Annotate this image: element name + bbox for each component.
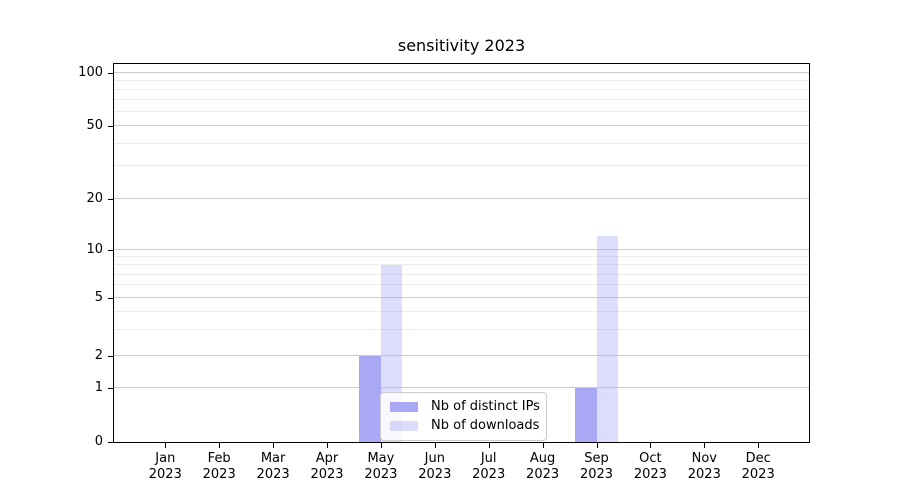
y-gridline-minor-80 (114, 88, 809, 90)
x-tick-label-oct: Oct 2023 (622, 451, 678, 483)
x-tick-label-sep: Sep 2023 (569, 451, 625, 483)
x-tick-month: Nov (691, 451, 717, 466)
y-tick-label-10: 10 (86, 241, 103, 257)
x-tick-month: Aug (529, 451, 556, 466)
x-tick-label-feb: Feb 2023 (191, 451, 247, 483)
x-tick-year: 2023 (633, 467, 667, 482)
x-tick-month: Mar (260, 451, 286, 466)
y-gridline-minor-6 (114, 284, 809, 286)
x-tick-mark-dec (758, 443, 760, 448)
x-tick-month: Jan (155, 451, 176, 466)
y-gridline-major-20 (114, 197, 809, 199)
y-gridline-major-5 (114, 296, 809, 298)
x-tick-year: 2023 (526, 467, 560, 482)
legend-label-distinct-ips: Nb of distinct IPs (431, 399, 540, 414)
y-tick-label-5: 5 (94, 289, 103, 305)
x-tick-label-aug: Aug 2023 (515, 451, 571, 483)
legend-label-downloads: Nb of downloads (431, 418, 540, 433)
x-tick-mark-aug (542, 443, 544, 448)
y-tick-mark-10 (108, 249, 113, 251)
x-tick-year: 2023 (741, 467, 775, 482)
bar-downloads-sep (596, 236, 618, 442)
legend-item-downloads: Nb of downloads (390, 418, 540, 433)
y-gridline-major-2 (114, 354, 809, 356)
y-gridline-minor-3 (114, 329, 809, 331)
plot-area: Nb of distinct IPs Nb of downloads (113, 63, 810, 443)
y-tick-mark-0 (108, 442, 113, 443)
x-tick-mark-sep (596, 443, 598, 448)
y-tick-mark-50 (108, 125, 113, 127)
x-tick-month: Jun (424, 451, 445, 466)
x-tick-month: May (367, 451, 395, 466)
x-tick-label-jun: Jun 2023 (407, 451, 463, 483)
x-tick-year: 2023 (364, 467, 398, 482)
y-tick-label-2: 2 (94, 347, 103, 363)
x-tick-mark-feb (219, 443, 221, 448)
y-gridline-major-100 (114, 71, 809, 73)
x-tick-month: Oct (639, 451, 662, 466)
x-tick-mark-apr (327, 443, 328, 448)
x-tick-label-nov: Nov 2023 (676, 451, 732, 483)
x-tick-mark-jan (165, 443, 167, 448)
y-gridline-minor-70 (114, 99, 809, 101)
x-tick-month: Feb (207, 451, 231, 466)
y-tick-mark-1 (108, 388, 113, 390)
x-tick-mark-jul (488, 443, 490, 448)
x-tick-year: 2023 (472, 467, 506, 482)
legend-swatch-distinct-ips (390, 402, 418, 412)
y-gridline-major-1 (114, 387, 809, 389)
x-tick-year: 2023 (418, 467, 452, 482)
x-tick-label-mar: Mar 2023 (245, 451, 301, 483)
x-tick-month: Jul (480, 451, 497, 466)
y-tick-mark-20 (108, 198, 113, 200)
bar-distinct-ips-may (359, 355, 381, 442)
y-tick-label-1: 1 (94, 380, 103, 396)
y-gridline-minor-40 (114, 142, 809, 144)
x-tick-label-dec: Dec 2023 (730, 451, 786, 483)
y-tick-label-50: 50 (86, 117, 103, 133)
y-tick-mark-100 (108, 72, 113, 74)
x-tick-label-jul: Jul 2023 (461, 451, 517, 483)
legend-item-distinct-ips: Nb of distinct IPs (390, 400, 540, 414)
x-tick-mark-oct (650, 443, 652, 448)
x-tick-year: 2023 (310, 467, 344, 482)
x-tick-year: 2023 (148, 467, 182, 482)
y-tick-label-0: 0 (94, 434, 103, 449)
y-gridline-major-50 (114, 125, 809, 126)
y-gridline-minor-4 (114, 311, 809, 313)
chart-title: sensitivity 2023 (397, 36, 526, 55)
y-tick-mark-5 (108, 297, 113, 299)
x-tick-mark-nov (704, 443, 706, 448)
x-tick-year: 2023 (687, 467, 721, 482)
x-tick-year: 2023 (256, 467, 290, 482)
x-tick-year: 2023 (579, 467, 614, 482)
x-tick-mark-jun (434, 443, 436, 448)
x-tick-month: Apr (315, 451, 339, 466)
y-gridline-minor-30 (114, 165, 809, 167)
x-tick-label-may: May 2023 (353, 451, 409, 483)
y-gridline-minor-9 (114, 256, 809, 258)
x-tick-month: Dec (745, 451, 771, 466)
y-tick-mark-2 (108, 355, 113, 357)
bar-distinct-ips-sep (575, 388, 597, 442)
legend: Nb of distinct IPs Nb of downloads (380, 392, 547, 441)
x-tick-mark-may (380, 443, 382, 448)
x-tick-label-apr: Apr 2023 (299, 451, 355, 483)
y-gridline-minor-7 (114, 273, 809, 275)
y-tick-label-100: 100 (78, 64, 103, 80)
y-gridline-minor-90 (114, 79, 809, 81)
y-gridline-minor-8 (114, 264, 809, 266)
x-tick-year: 2023 (202, 467, 236, 482)
y-gridline-minor-60 (114, 110, 809, 112)
x-tick-label-jan: Jan 2023 (137, 451, 193, 483)
legend-swatch-downloads (390, 421, 418, 431)
x-tick-mark-mar (273, 443, 275, 448)
y-tick-label-20: 20 (86, 190, 103, 206)
y-gridline-major-10 (114, 248, 809, 250)
x-tick-month: Sep (584, 451, 609, 466)
